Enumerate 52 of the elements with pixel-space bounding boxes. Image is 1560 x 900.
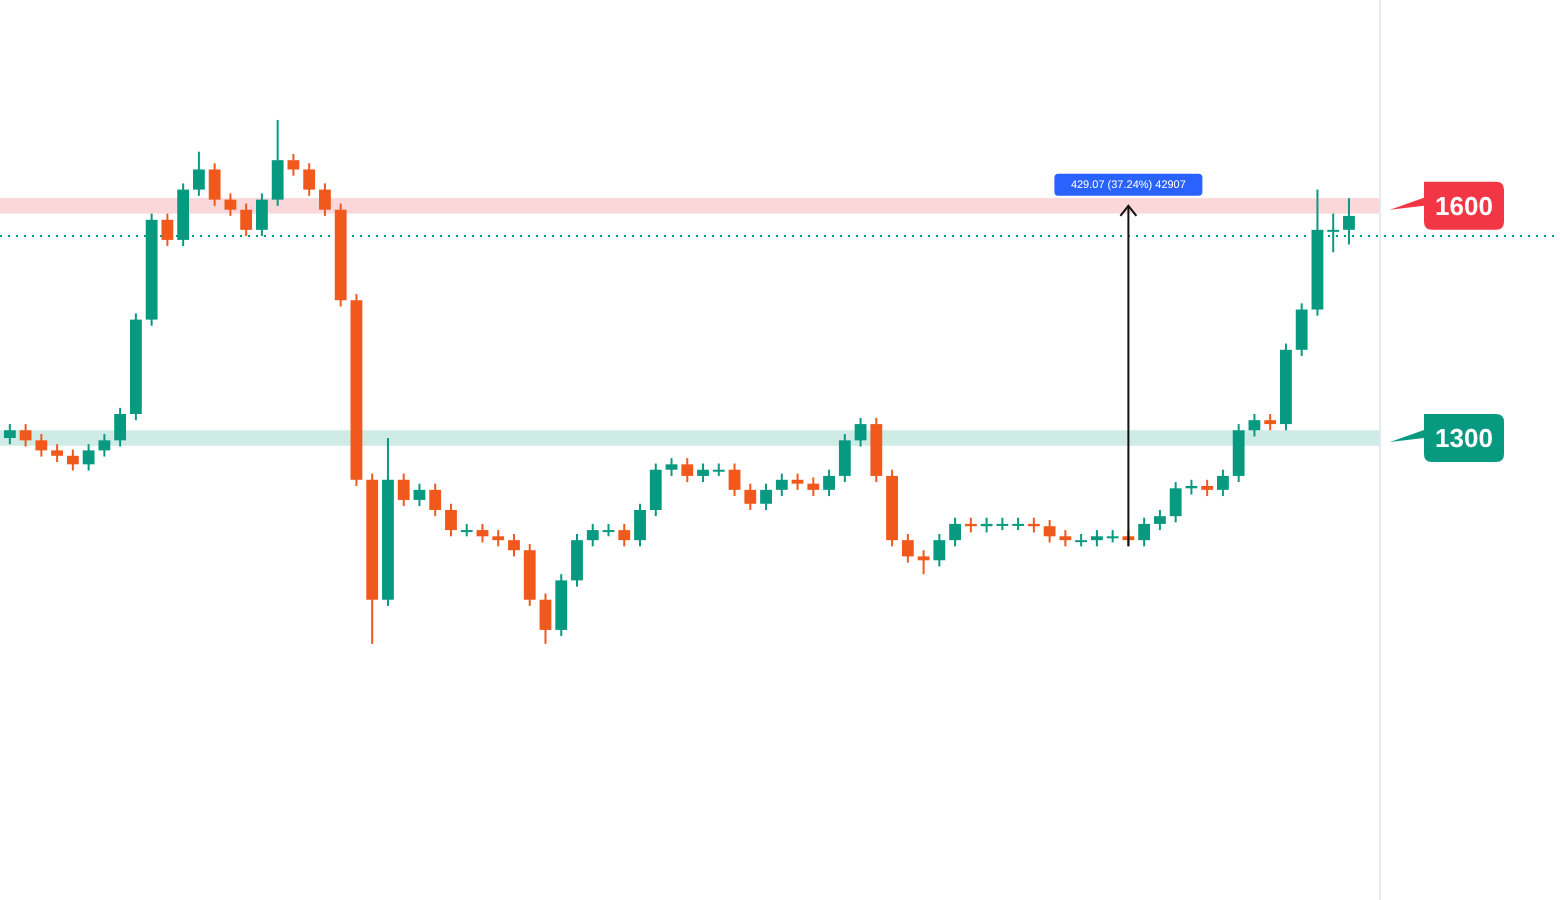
candlestick [901, 532, 914, 564]
candlestick [728, 462, 741, 498]
candlestick [807, 476, 820, 498]
candlestick [1248, 413, 1261, 438]
candlestick [1138, 516, 1151, 548]
candlestick [271, 118, 284, 207]
candlestick [618, 522, 631, 548]
candlestick [1169, 481, 1182, 524]
candlestick [114, 406, 127, 448]
candlestick [823, 468, 835, 498]
candlestick [397, 472, 410, 508]
candlestick [240, 202, 253, 238]
candlestick [287, 153, 300, 177]
candlestick [649, 462, 662, 518]
candlestick [98, 433, 111, 458]
candlestick [3, 423, 16, 446]
candlestick [775, 472, 788, 498]
candlestick [949, 516, 962, 548]
candlestick [19, 423, 32, 448]
candlestick [933, 532, 946, 568]
candlestick [224, 192, 237, 217]
candlestick [539, 592, 552, 645]
candlestick [854, 416, 867, 448]
candlestick [838, 433, 851, 484]
candlestick [508, 532, 520, 558]
candlestick [303, 162, 316, 197]
candlestick [917, 549, 930, 576]
candlestick [445, 502, 457, 538]
candlestick [476, 522, 489, 544]
candlestick [697, 462, 709, 484]
candlestick [161, 212, 174, 248]
candlestick [571, 532, 583, 588]
candlestick [413, 482, 426, 508]
candlestick [1154, 508, 1166, 532]
candlestick [760, 482, 772, 511]
candlestick [1232, 423, 1245, 484]
candlestick [429, 482, 442, 518]
candlestick [586, 522, 599, 548]
candlestick [66, 448, 79, 472]
candlestick [192, 150, 205, 197]
candlestick [319, 182, 331, 217]
candlestick [681, 457, 694, 484]
candlestick [1217, 468, 1229, 498]
candlestick [82, 443, 95, 472]
y-tick-label: 1300 [1435, 423, 1493, 454]
candlestick [634, 502, 646, 548]
candlestick [1295, 302, 1308, 357]
candlestick [744, 482, 757, 511]
candlestick [1043, 519, 1056, 544]
candlestick [208, 162, 221, 207]
y-tick-label: 1600 [1435, 190, 1493, 221]
candlestick [35, 433, 48, 458]
